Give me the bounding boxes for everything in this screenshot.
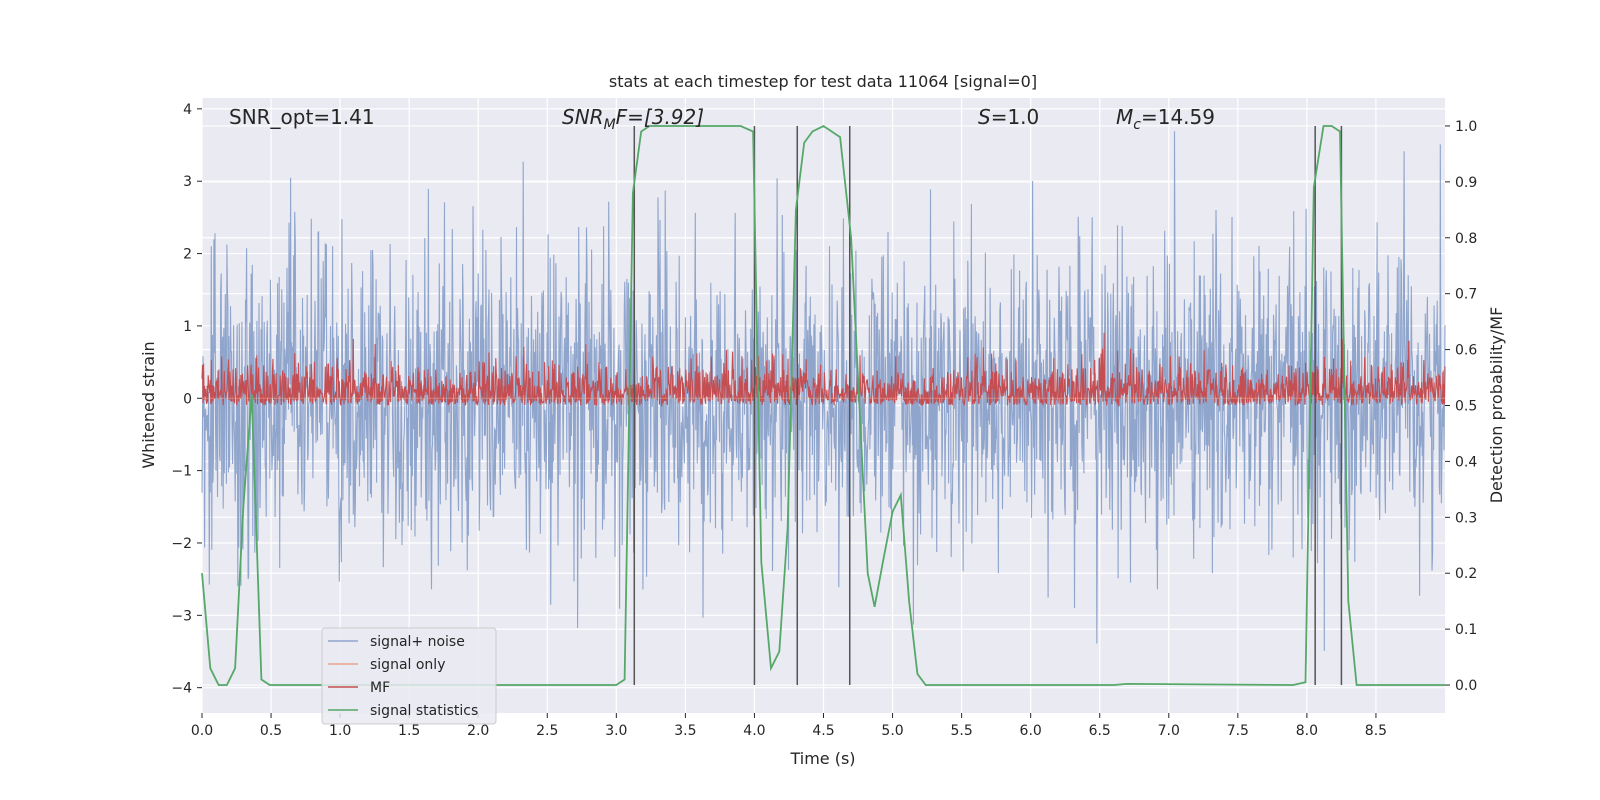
y-right-tick-label: 0.3 <box>1455 510 1477 526</box>
legend-box <box>321 627 497 725</box>
x-tick-label: 0.0 <box>191 723 213 739</box>
y-right-tick-label: 0.4 <box>1455 454 1477 470</box>
y-right-tick-label: 0.6 <box>1455 343 1477 359</box>
x-tick-label: 4.5 <box>812 723 834 739</box>
y-left-tick-label: 4 <box>183 102 192 118</box>
annotation-snr-mf-rest: F=[3.92] <box>616 105 704 129</box>
annotation-mc: Mc=14.59 <box>1116 105 1215 133</box>
x-tick-label: 8.5 <box>1365 723 1387 739</box>
y-left-tick-label: −2 <box>171 536 192 552</box>
legend-label-signal-statistics: signal statistics <box>370 703 478 719</box>
x-tick-label: 6.0 <box>1020 723 1042 739</box>
chart-title: stats at each timestep for test data 110… <box>609 72 1037 91</box>
y-right-tick-label: 0.8 <box>1455 231 1477 247</box>
legend: signal+ noise signal only MF signal stat… <box>321 627 497 725</box>
legend-label-mf: MF <box>370 680 390 696</box>
x-tick-label: 7.5 <box>1227 723 1249 739</box>
annotation-s-var: S <box>978 105 991 129</box>
x-tick-label: 1.0 <box>329 723 351 739</box>
x-axis-label: Time (s) <box>789 749 855 768</box>
x-tick-label: 5.0 <box>881 723 903 739</box>
legend-label-signal-only: signal only <box>370 657 445 673</box>
annotation-mc-rest: =14.59 <box>1141 105 1215 129</box>
y-axis-right-ticks: 0.0 0.1 0.2 0.3 0.4 0.5 0.6 0.7 0.8 0.9 1.0 <box>1445 119 1477 694</box>
x-tick-label: 3.0 <box>605 723 627 739</box>
y-left-tick-label: 2 <box>183 247 192 263</box>
y-axis-left-label: Whitened strain <box>139 341 158 468</box>
y-axis-right-label: Detection probability/MF <box>1487 307 1506 504</box>
x-tick-label: 1.5 <box>398 723 420 739</box>
annotation-mc-sub: c <box>1133 117 1141 133</box>
x-tick-label: 7.0 <box>1158 723 1180 739</box>
x-tick-label: 3.5 <box>674 723 696 739</box>
y-right-tick-label: 0.1 <box>1455 622 1477 638</box>
x-tick-label: 2.0 <box>467 723 489 739</box>
x-tick-label: 2.5 <box>536 723 558 739</box>
annotation-snr-mf: SNRMF=[3.92] <box>562 105 704 133</box>
annotation-s-rest: =1.0 <box>991 105 1040 129</box>
annotation-snr-mf-base: SNR <box>562 105 604 129</box>
x-tick-label: 6.5 <box>1089 723 1111 739</box>
mf-line <box>201 332 1446 408</box>
y-left-tick-label: 0 <box>183 391 192 407</box>
annotation-mc-var: M <box>1116 105 1133 129</box>
y-left-tick-label: −1 <box>171 464 192 480</box>
y-left-tick-label: −3 <box>171 608 192 624</box>
series-mf <box>201 332 1446 408</box>
x-tick-label: 5.5 <box>950 723 972 739</box>
annotation-snr-opt: SNR_opt=1.41 <box>229 105 375 129</box>
y-right-tick-label: 0.7 <box>1455 287 1477 303</box>
y-left-tick-label: 1 <box>183 319 192 335</box>
y-right-tick-label: 0.9 <box>1455 175 1477 191</box>
y-axis-left-ticks: −4 −3 −2 −1 0 1 2 3 4 <box>171 102 202 697</box>
y-right-tick-label: 1.0 <box>1455 119 1477 135</box>
y-left-tick-label: 3 <box>183 174 192 190</box>
x-tick-label: 8.0 <box>1296 723 1318 739</box>
annotation-snr-mf-sub: M <box>604 117 616 133</box>
x-axis-ticks: 0.0 0.5 1.0 1.5 2.0 2.5 3.0 3.5 4.0 4.5 5.0 5.5 6.0 6… <box>191 713 1387 739</box>
signal-statistics-line <box>201 124 1445 686</box>
annotation-s: S=1.0 <box>978 105 1039 129</box>
legend-label-signal-noise: signal+ noise <box>370 634 465 650</box>
x-tick-label: 0.5 <box>260 723 282 739</box>
y-left-tick-label: −4 <box>171 681 192 697</box>
series-signal-statistics <box>201 124 1445 686</box>
y-right-tick-label: 0.5 <box>1455 399 1477 415</box>
y-right-tick-label: 0.2 <box>1455 566 1477 582</box>
x-tick-label: 4.0 <box>743 723 765 739</box>
y-right-tick-label: 0.0 <box>1455 678 1477 694</box>
